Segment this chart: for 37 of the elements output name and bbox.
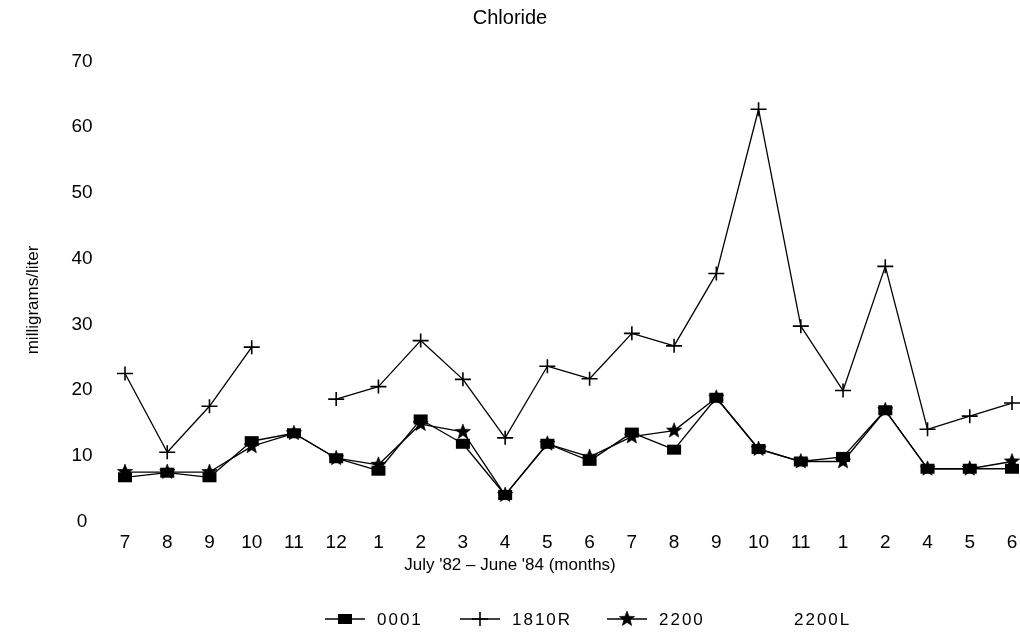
x-tick-label: 3 (457, 531, 469, 552)
y-tick-label: 0 (76, 509, 88, 531)
x-tick-label: 11 (284, 531, 304, 552)
x-tick-label: 1 (837, 531, 849, 552)
y-axis-title: milligrams/liter (23, 245, 42, 355)
x-tick-label: 4 (922, 531, 934, 552)
y-tick-label: 70 (71, 49, 93, 71)
x-tick-label: 10 (748, 531, 770, 552)
y-tick-label: 50 (71, 181, 93, 203)
x-tick-label: 9 (204, 531, 215, 552)
x-tick-label: 7 (119, 531, 131, 552)
x-tick-label: 7 (626, 531, 638, 552)
x-tick-label: 8 (668, 531, 680, 552)
x-tick-label: 1 (373, 531, 384, 552)
x-tick-label: 11 (790, 531, 811, 552)
x-tick-label: 2 (415, 531, 426, 552)
x-axis-title: July '82 – June '84 (months) (404, 555, 616, 574)
x-tick-label: 10 (241, 531, 263, 552)
y-tick-label: 30 (71, 312, 93, 334)
legend-label: 0001 (377, 610, 423, 629)
x-tick-label: 12 (325, 531, 347, 552)
x-tick-label: 9 (711, 531, 722, 552)
y-tick-label: 10 (71, 443, 93, 465)
y-tick-label: 40 (71, 246, 93, 268)
y-tick-label: 20 (71, 378, 93, 400)
text: 2200L (794, 610, 852, 629)
y-tick-label: 60 (71, 115, 93, 137)
x-tick-label: 6 (584, 531, 595, 552)
x-tick-label: 5 (542, 531, 553, 552)
x-tick-label: 4 (499, 531, 511, 552)
legend-label: 1810R (512, 610, 573, 629)
x-tick-label: 5 (964, 531, 976, 552)
chart-title: Chloride (472, 6, 548, 28)
legend-label: 2200 (659, 610, 705, 629)
x-tick-label: 6 (1006, 531, 1018, 552)
x-tick-label: 8 (161, 531, 173, 552)
x-tick-label: 2 (880, 531, 891, 552)
